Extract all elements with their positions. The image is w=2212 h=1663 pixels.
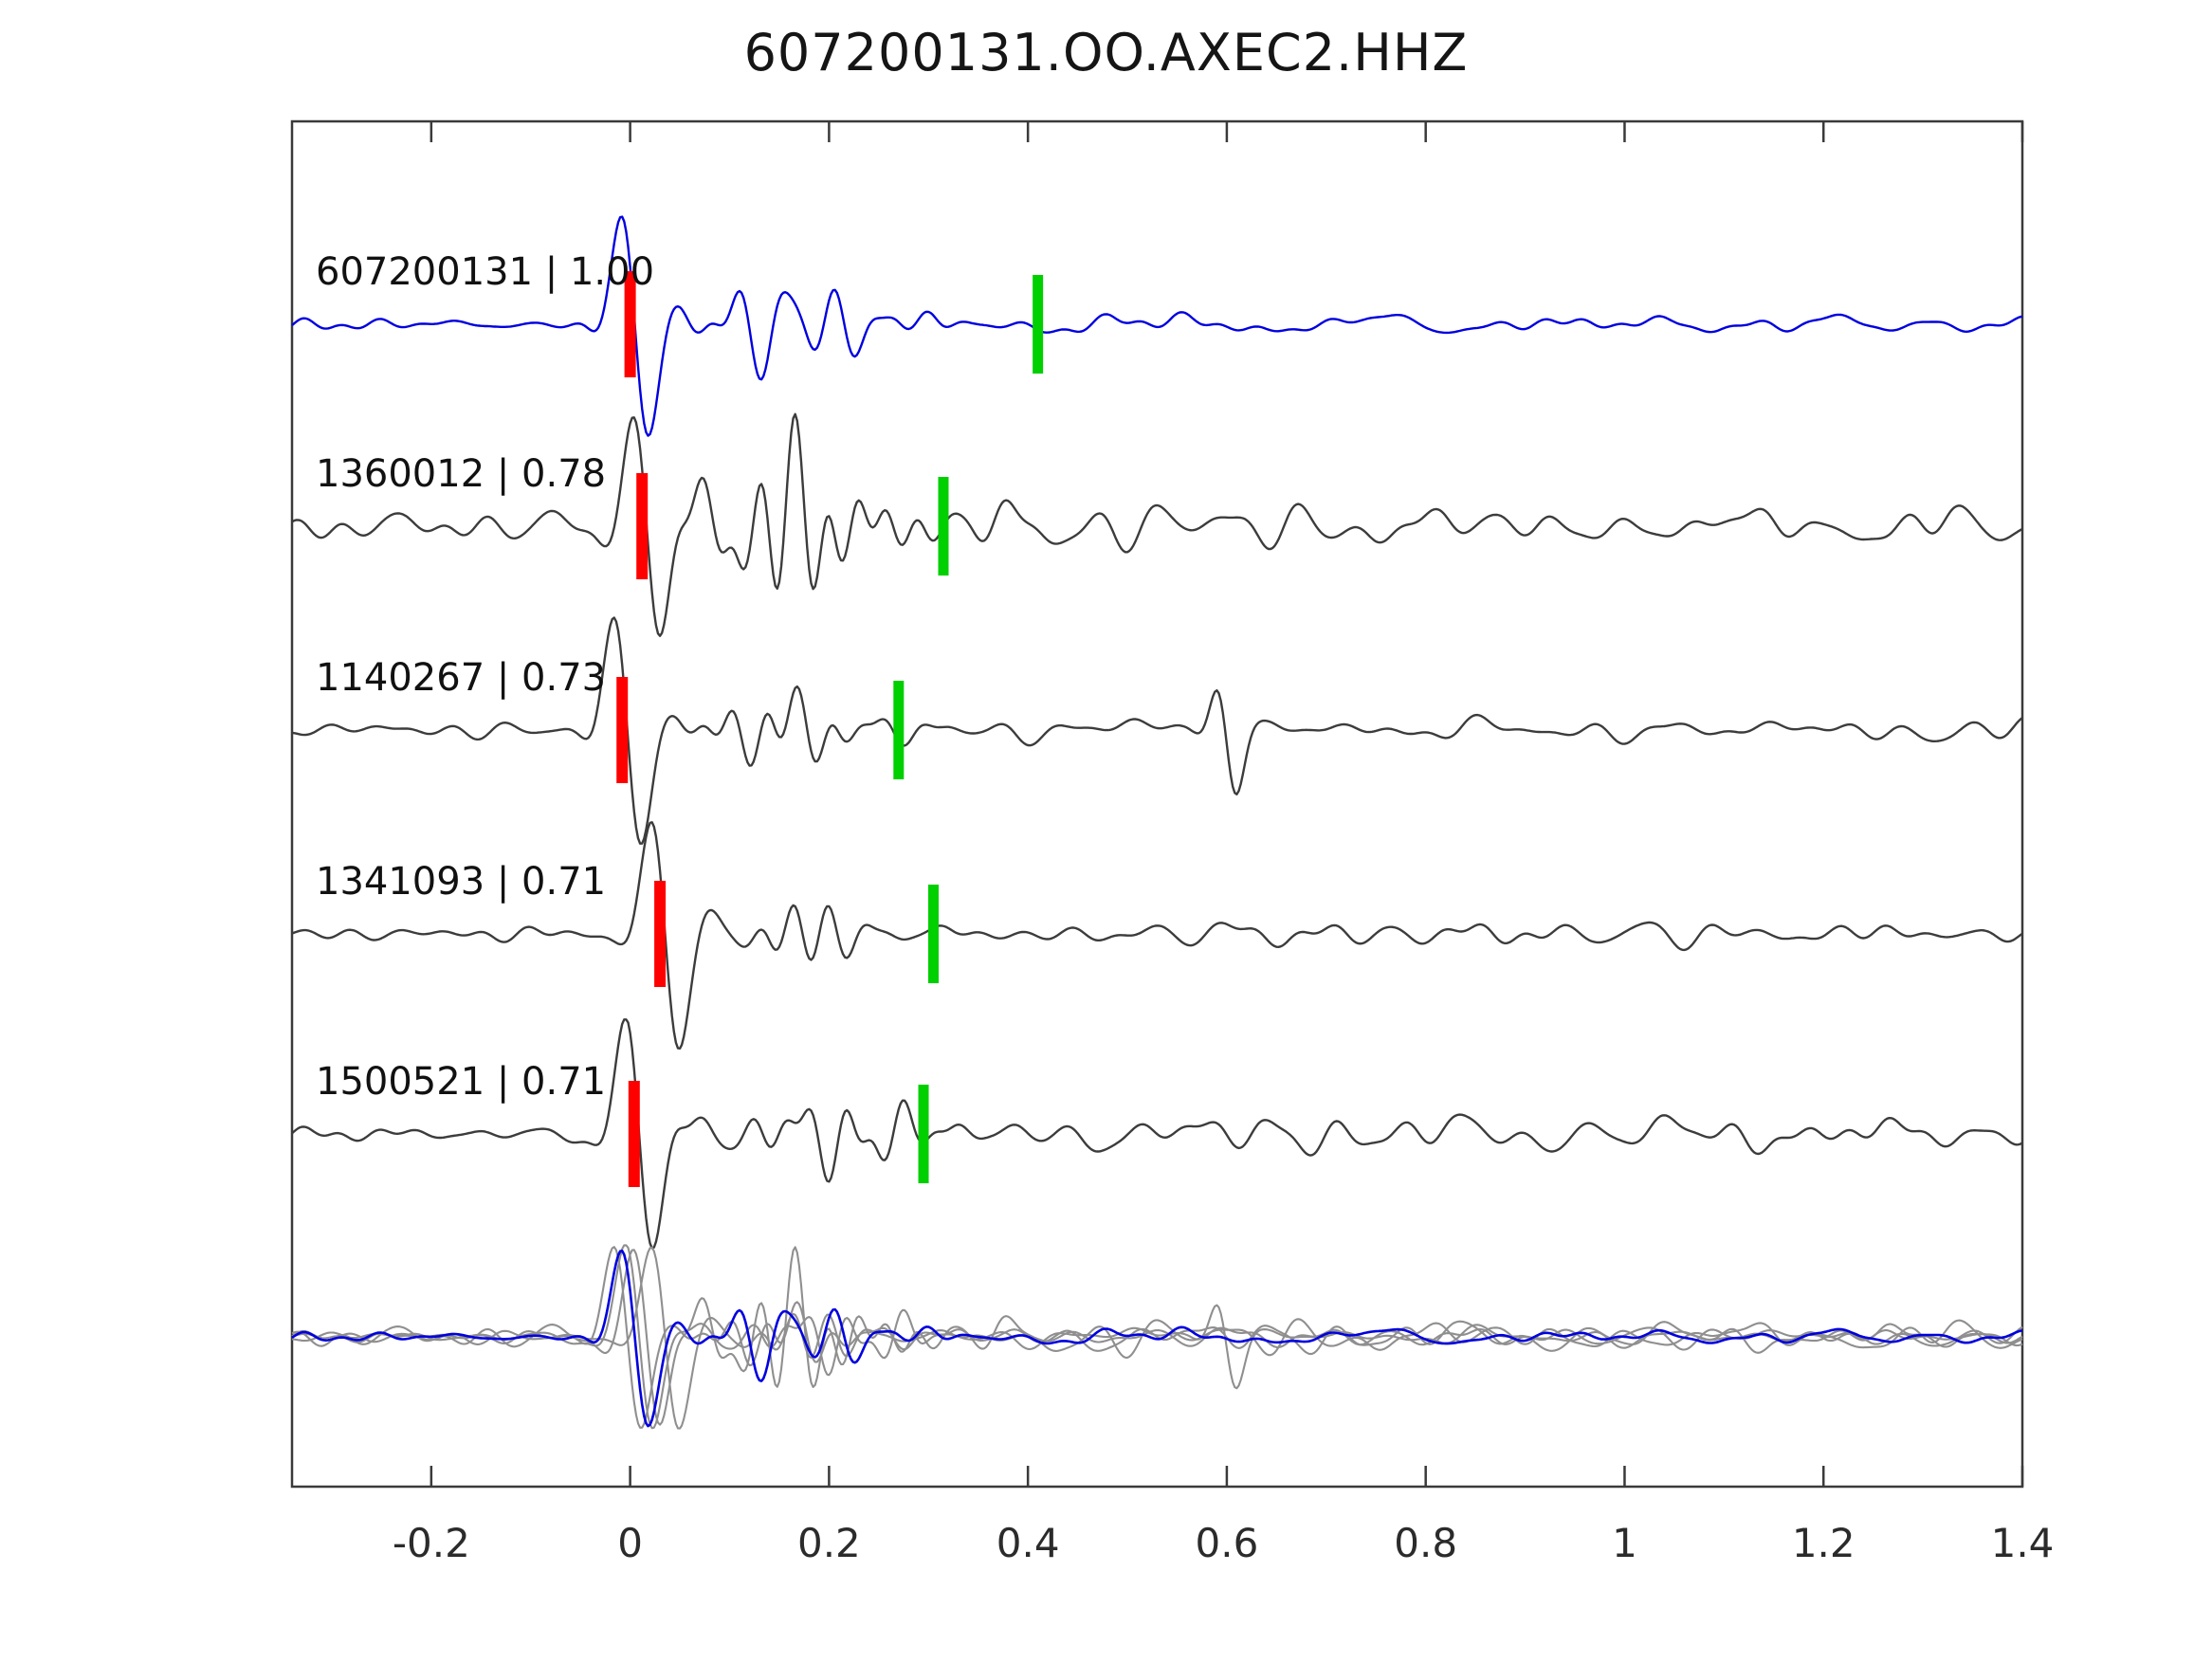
axes-box bbox=[290, 119, 2024, 1489]
x-axis-ticks: -0.2 0 0.2 0.4 0.6 0.8 1 1.2 1.4 bbox=[393, 121, 2055, 1566]
x-tick-label: 0.6 bbox=[1196, 1520, 1259, 1566]
trace-row-1341093: 1341093 | 0.71 bbox=[291, 821, 2023, 1051]
trace-label: 1140267 | 0.73 bbox=[316, 656, 606, 700]
chart-title: 607200131.OO.AXEC2.HHZ bbox=[743, 23, 1469, 82]
waveform-1140267 bbox=[291, 616, 2023, 845]
x-tick-label: 0.2 bbox=[797, 1520, 861, 1566]
waveform-1341093 bbox=[291, 821, 2023, 1051]
overlay-waveform-1500521 bbox=[291, 1244, 2023, 1430]
x-tick-label: 1 bbox=[1612, 1520, 1637, 1566]
overlay-row bbox=[291, 1244, 2023, 1430]
x-tick-label: 1.2 bbox=[1792, 1520, 1856, 1566]
x-tick-label: -0.2 bbox=[393, 1520, 470, 1566]
x-tick-label: 0 bbox=[617, 1520, 643, 1566]
waveform-1500521 bbox=[291, 1018, 2023, 1250]
x-tick-label: 0.4 bbox=[996, 1520, 1060, 1566]
waveform-1360012 bbox=[291, 412, 2023, 637]
trace-label: 1360012 | 0.78 bbox=[316, 452, 606, 496]
trace-label: 607200131 | 1.00 bbox=[316, 250, 654, 294]
waveform-607200131 bbox=[291, 215, 2023, 437]
trace-label: 1341093 | 0.71 bbox=[316, 860, 606, 904]
overlay-waveform-1360012 bbox=[291, 1246, 2023, 1426]
x-tick-label: 0.8 bbox=[1394, 1520, 1457, 1566]
x-tick-label: 1.4 bbox=[1991, 1520, 2055, 1566]
trace-row-1140267: 1140267 | 0.73 bbox=[291, 616, 2023, 845]
trace-label: 1500521 | 0.71 bbox=[316, 1060, 606, 1104]
trace-row-607200131: 607200131 | 1.00 bbox=[291, 215, 2023, 437]
trace-row-1500521: 1500521 | 0.71 bbox=[291, 1018, 2023, 1250]
trace-row-1360012: 1360012 | 0.78 bbox=[291, 412, 2023, 637]
overlay-waveform-607200131 bbox=[291, 1250, 2023, 1428]
